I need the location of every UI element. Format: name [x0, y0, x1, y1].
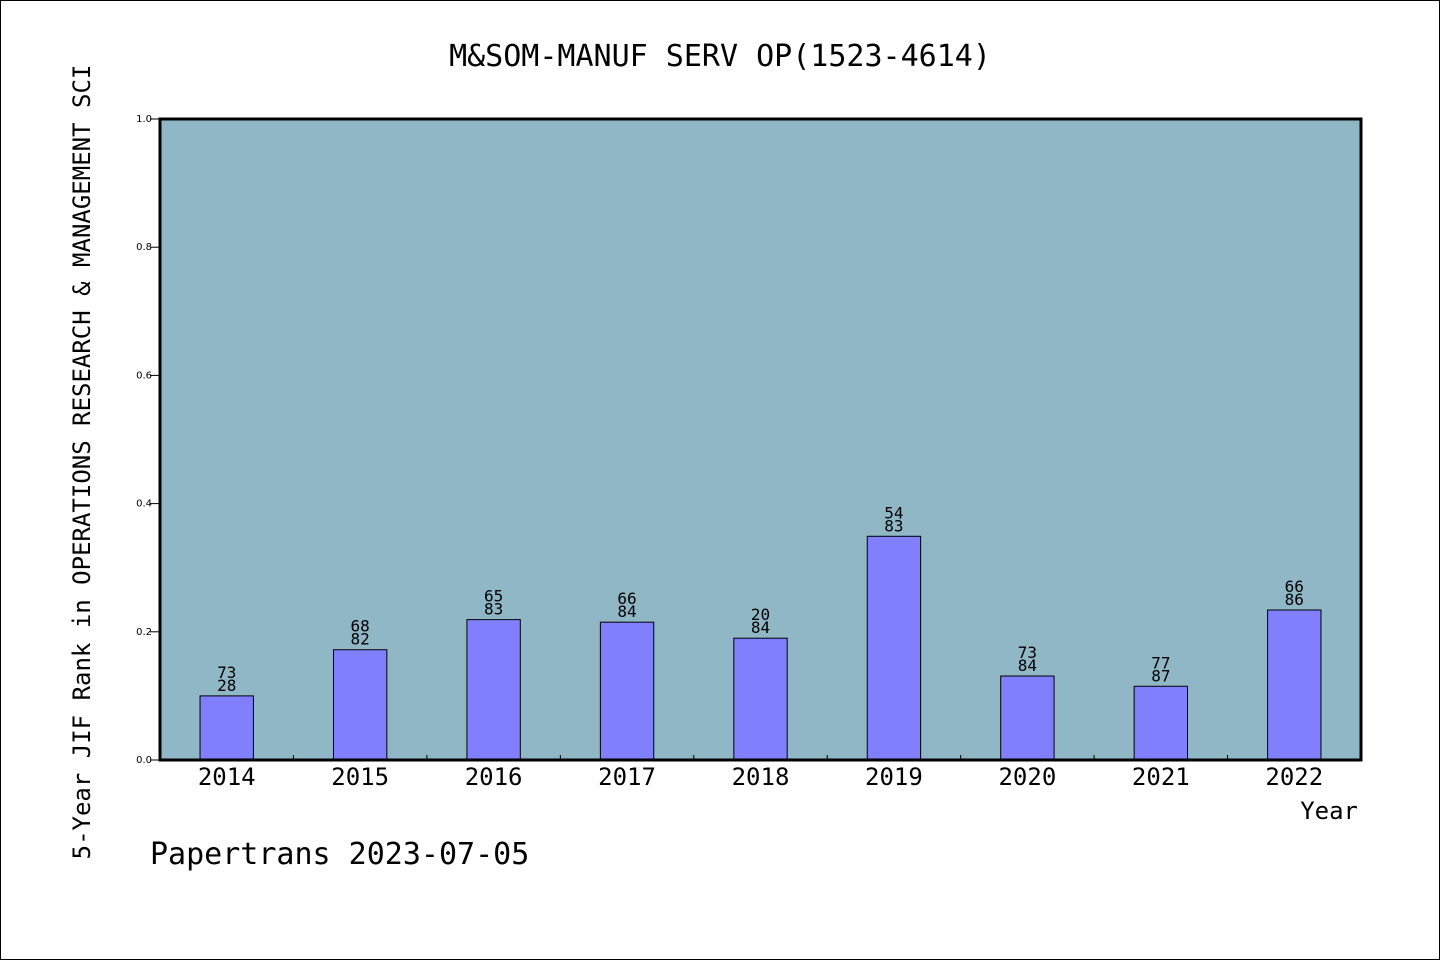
bar-label-2017-1: 66	[617, 589, 636, 608]
x-tick-label-2020: 2020	[998, 763, 1056, 791]
bar-label-2020-2: 84	[1018, 656, 1037, 675]
bar-label-2018-1: 20	[751, 605, 770, 624]
x-tick-label-2019: 2019	[865, 763, 923, 791]
bar-label-2017-2: 84	[617, 602, 636, 621]
bar-label-2019-2: 83	[884, 516, 903, 535]
ticks-group	[150, 118, 1229, 761]
bar-label-2019-1: 54	[884, 503, 903, 522]
bar-label-2020-1: 73	[1018, 643, 1037, 662]
y-tick-label-0.2: 0.2	[136, 627, 152, 638]
bar-2020	[1000, 675, 1055, 761]
bar-2019	[866, 535, 922, 761]
bar-label-2016-2: 83	[484, 600, 503, 619]
x-tick-label-2017: 2017	[598, 763, 656, 791]
bar-label-2014-2: 28	[217, 676, 236, 695]
bar-label-2022-2: 86	[1285, 590, 1304, 609]
bar-label-2021-2: 87	[1151, 666, 1170, 685]
bar-2022	[1267, 609, 1322, 761]
x-tick-label-2022: 2022	[1265, 763, 1323, 791]
bar-2018	[733, 637, 788, 761]
y-tick-label-1.0: 1.0	[136, 114, 152, 125]
y-tick-label-0.8: 0.8	[136, 242, 152, 253]
bar-label-2016-1: 65	[484, 587, 503, 606]
labels-group: 7328201468822015658320166684201720842018…	[136, 114, 1323, 791]
bar-label-2021-1: 77	[1151, 653, 1170, 672]
bar-label-2015-1: 68	[351, 617, 370, 636]
bar-label-2015-2: 82	[351, 630, 370, 649]
credit-text: Papertrans 2023-07-05	[150, 837, 529, 872]
bar-2017	[599, 621, 655, 761]
x-tick-label-2016: 2016	[465, 763, 523, 791]
bar-2021	[1133, 685, 1189, 761]
bar-label-2022-1: 66	[1285, 577, 1304, 596]
y-tick-label-0.0: 0.0	[136, 755, 152, 766]
x-tick-label-2018: 2018	[732, 763, 790, 791]
x-tick-label-2014: 2014	[198, 763, 256, 791]
bar-2016	[466, 619, 521, 761]
y-tick-label-0.4: 0.4	[136, 499, 152, 510]
bars-group	[199, 535, 1322, 761]
y-axis-label: 5-Year JIF Rank in OPERATIONS RESEARCH &…	[68, 65, 96, 860]
bar-2015	[332, 649, 388, 761]
x-tick-label-2021: 2021	[1132, 763, 1190, 791]
y-tick-label-0.6: 0.6	[136, 370, 152, 381]
x-tick-label-2015: 2015	[331, 763, 389, 791]
bar-label-2014-1: 73	[217, 663, 236, 682]
x-axis-label: Year	[1300, 797, 1358, 825]
plot-border	[158, 117, 1363, 762]
bar-label-2018-2: 84	[751, 618, 770, 637]
chart-title: M&SOM-MANUF SERV OP(1523-4614)	[449, 39, 991, 74]
bar-2014	[199, 695, 254, 761]
